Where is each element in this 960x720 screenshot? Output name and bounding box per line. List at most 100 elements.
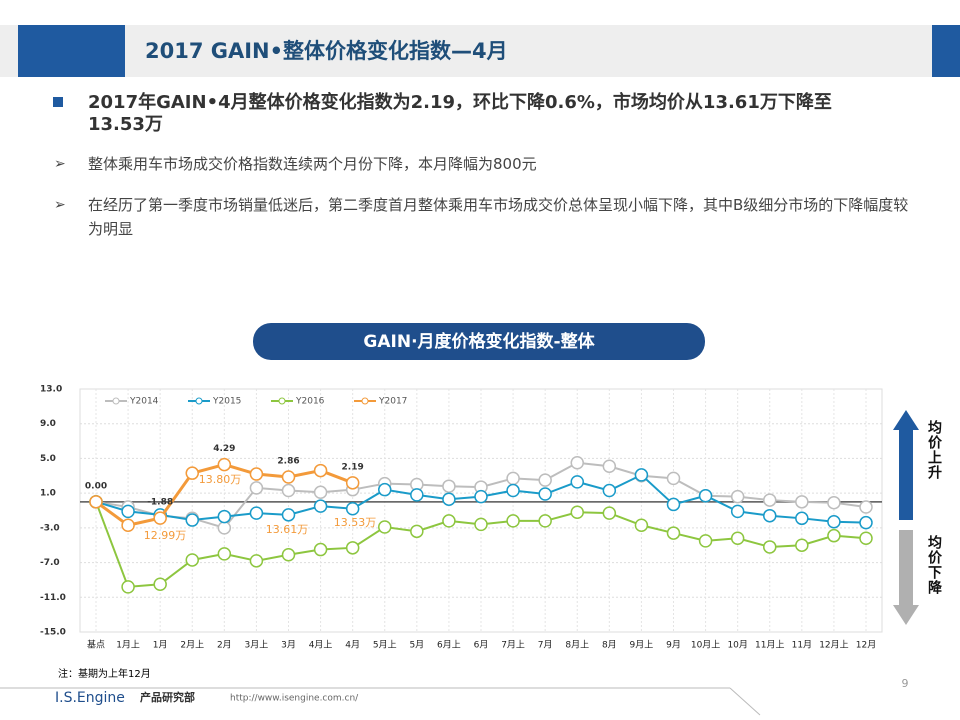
down-label: 均价下降: [926, 535, 942, 595]
x-tick-label: 10月上: [691, 640, 720, 651]
point: [121, 580, 135, 594]
point: [281, 548, 296, 562]
bullet: ➢: [54, 156, 66, 172]
down-arrow: [893, 530, 919, 625]
chart-title-pill: [253, 323, 705, 360]
point: [827, 528, 841, 543]
point: [442, 479, 456, 493]
point: [763, 493, 777, 507]
point: [249, 467, 264, 481]
x-tick-label: 10月: [727, 640, 747, 651]
x-tick-label: 基点: [87, 639, 105, 651]
point: [378, 482, 392, 497]
x-tick-label: 5月: [409, 640, 424, 651]
point: [666, 471, 681, 486]
point: [538, 487, 552, 501]
x-tick-label: 11月: [792, 640, 812, 651]
point: [313, 463, 328, 478]
point: [410, 488, 424, 502]
bullet: ➢: [54, 197, 66, 213]
header-block: [18, 25, 125, 77]
x-tick-label: 5月上: [373, 640, 397, 651]
sub-bullet: 整体乘用车市场成交价格指数连续两个月份下降，本月降幅为800元: [88, 155, 537, 173]
value-label: 0.00: [85, 481, 107, 491]
dept: 产品研究部: [140, 690, 195, 704]
point: [153, 511, 167, 525]
legend-label: Y2017: [378, 397, 407, 407]
page-number: 9: [902, 677, 909, 690]
y-tick-label: 1.0: [40, 489, 56, 499]
point: [602, 483, 617, 498]
y-tick-label: -15.0: [40, 628, 66, 638]
point: [121, 518, 135, 533]
x-tick-label: 7月: [538, 640, 553, 651]
x-tick-label: 9月: [666, 640, 681, 651]
legend-label: Y2016: [295, 397, 325, 407]
point: [763, 540, 777, 554]
x-tick-label: 11月上: [755, 640, 784, 651]
slide-title: 2017 GAIN•整体价格变化指数—4月: [145, 39, 508, 63]
legend-marker: [112, 397, 120, 405]
point: [313, 485, 328, 500]
annotation: 12.99万: [144, 529, 187, 542]
point: [538, 514, 552, 528]
point: [185, 553, 199, 567]
x-tick-label: 7月上: [501, 640, 525, 651]
point: [217, 509, 232, 524]
point: [859, 531, 873, 546]
x-tick-label: 12月上: [819, 640, 848, 651]
point: [827, 515, 841, 529]
bullet: [53, 97, 63, 107]
x-tick-label: 12月: [856, 640, 876, 651]
point: [281, 508, 296, 522]
point: [506, 483, 520, 498]
point: [506, 471, 520, 486]
annotation: 13.61万: [266, 523, 309, 536]
point: [249, 481, 264, 495]
point: [378, 520, 392, 534]
point: [698, 488, 713, 503]
x-tick-label: 1月: [153, 640, 168, 651]
point: [795, 538, 809, 552]
y-tick-label: 5.0: [40, 454, 56, 464]
value-label: -1.88: [147, 498, 173, 508]
value-label: 2.19: [342, 462, 364, 472]
point: [474, 489, 488, 504]
point: [313, 499, 328, 513]
point: [763, 508, 777, 523]
point: [602, 506, 617, 520]
point: [730, 489, 745, 504]
legend-marker: [361, 397, 369, 405]
point: [185, 466, 199, 480]
point: [153, 577, 167, 592]
up-arrow: [893, 410, 919, 520]
x-tick-label: 4月: [345, 640, 360, 651]
point: [217, 457, 232, 472]
y-tick-label: -11.0: [40, 593, 66, 603]
point: [121, 504, 135, 519]
x-tick-label: 6月上: [437, 640, 461, 651]
y-tick-label: -3.0: [40, 523, 60, 533]
point: [442, 514, 456, 528]
url: http://www.isengine.com.cn/: [230, 694, 359, 704]
point: [666, 497, 681, 512]
sub-bullet: 在经历了第一季度市场销量低迷后，第二季度首月整体乘用车市场成交价总体呈现小幅下降…: [88, 196, 909, 238]
note: 注：基期为上年12月: [58, 667, 151, 680]
y-tick-label: -7.0: [40, 558, 60, 568]
point: [345, 502, 360, 516]
point: [634, 468, 649, 482]
point: [410, 524, 424, 539]
x-tick-label: 8月: [602, 640, 617, 651]
value-label: 2.86: [277, 457, 299, 467]
point: [730, 504, 745, 519]
point: [249, 506, 264, 520]
x-tick-label: 2月上: [180, 640, 204, 651]
x-tick-label: 2月: [217, 640, 232, 651]
chart-title: GAIN·月度价格变化指数-整体: [363, 331, 595, 352]
point: [442, 492, 456, 506]
point: [859, 515, 873, 530]
y-tick-label: 9.0: [40, 419, 56, 429]
header-band: [0, 25, 960, 77]
point: [827, 495, 841, 510]
